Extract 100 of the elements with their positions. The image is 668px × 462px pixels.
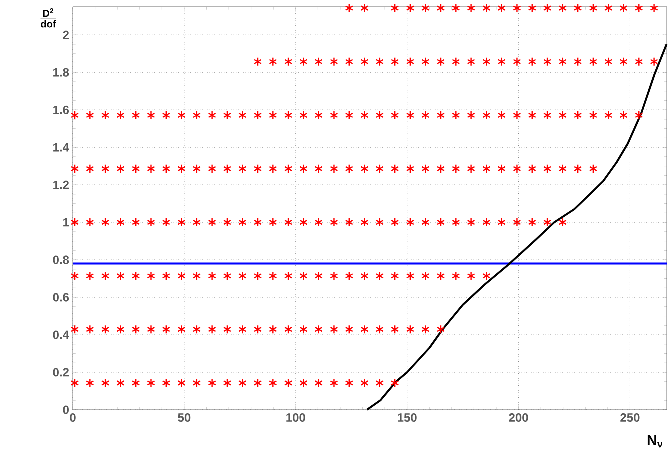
x-axis-title: N$_{ν}$ bbox=[648, 436, 663, 448]
point bbox=[635, 4, 644, 13]
x-tick-label: 100 bbox=[286, 414, 306, 422]
point bbox=[269, 324, 278, 334]
point bbox=[558, 110, 567, 120]
point bbox=[223, 110, 232, 120]
point bbox=[635, 110, 644, 120]
point bbox=[528, 57, 536, 67]
point bbox=[467, 4, 476, 13]
point bbox=[86, 324, 94, 334]
point bbox=[116, 218, 125, 228]
y-tick-label: 2 bbox=[63, 30, 69, 40]
point bbox=[208, 272, 216, 281]
point bbox=[558, 164, 567, 174]
point bbox=[238, 324, 247, 334]
point bbox=[528, 110, 536, 120]
point bbox=[589, 57, 598, 67]
point bbox=[620, 110, 628, 120]
point bbox=[147, 218, 156, 228]
point bbox=[422, 324, 430, 334]
point bbox=[254, 378, 262, 388]
point bbox=[543, 110, 552, 120]
point bbox=[543, 4, 552, 13]
point bbox=[147, 324, 156, 334]
point bbox=[589, 164, 598, 174]
point bbox=[86, 110, 94, 120]
point bbox=[147, 378, 156, 388]
point bbox=[345, 272, 354, 281]
point bbox=[101, 378, 110, 388]
point bbox=[300, 164, 308, 174]
point bbox=[604, 57, 613, 67]
point bbox=[498, 4, 506, 13]
point bbox=[345, 218, 354, 228]
point bbox=[300, 272, 308, 281]
point bbox=[192, 110, 201, 120]
point bbox=[376, 324, 384, 334]
point bbox=[391, 164, 400, 174]
point bbox=[360, 164, 369, 174]
point bbox=[436, 218, 446, 228]
point bbox=[467, 57, 476, 67]
point bbox=[436, 57, 446, 67]
point bbox=[132, 324, 140, 334]
point bbox=[482, 4, 491, 13]
point bbox=[70, 218, 80, 228]
point bbox=[604, 110, 613, 120]
point bbox=[513, 110, 522, 120]
point bbox=[482, 110, 491, 120]
x-tick-label: 250 bbox=[620, 414, 640, 422]
point bbox=[498, 218, 506, 228]
point bbox=[543, 57, 552, 67]
point bbox=[238, 164, 247, 174]
point bbox=[192, 164, 201, 174]
point bbox=[86, 378, 94, 388]
point bbox=[482, 272, 491, 281]
point bbox=[101, 324, 110, 334]
y-tick-label: 0.2 bbox=[53, 368, 69, 377]
point bbox=[314, 57, 323, 67]
point bbox=[498, 164, 506, 174]
point bbox=[467, 164, 476, 174]
point bbox=[360, 324, 369, 334]
point bbox=[574, 4, 582, 13]
point bbox=[147, 164, 156, 174]
point bbox=[162, 272, 170, 281]
point bbox=[436, 110, 446, 120]
point bbox=[70, 272, 80, 281]
point bbox=[223, 164, 232, 174]
point bbox=[635, 57, 644, 67]
point bbox=[406, 164, 415, 174]
point bbox=[467, 272, 476, 281]
point bbox=[345, 110, 354, 120]
x-tick-label: 200 bbox=[509, 414, 528, 422]
point bbox=[192, 218, 201, 228]
point bbox=[513, 57, 522, 67]
point bbox=[208, 324, 216, 334]
point bbox=[360, 272, 369, 281]
point bbox=[330, 324, 338, 334]
point bbox=[406, 324, 415, 334]
point bbox=[101, 110, 110, 120]
point bbox=[650, 4, 658, 13]
point bbox=[376, 57, 384, 67]
point bbox=[269, 272, 278, 281]
point bbox=[436, 164, 446, 174]
point bbox=[208, 110, 216, 120]
point bbox=[513, 164, 522, 174]
point bbox=[208, 378, 216, 388]
y-tick-label: 0 bbox=[63, 406, 69, 414]
point bbox=[360, 110, 369, 120]
point bbox=[558, 218, 567, 228]
point bbox=[376, 272, 384, 281]
point bbox=[238, 272, 247, 281]
point bbox=[528, 164, 536, 174]
point bbox=[132, 164, 140, 174]
point bbox=[223, 324, 232, 334]
point bbox=[452, 110, 460, 120]
point bbox=[391, 324, 400, 334]
point bbox=[254, 218, 262, 228]
point bbox=[162, 164, 170, 174]
point bbox=[86, 218, 94, 228]
point bbox=[498, 110, 506, 120]
point bbox=[620, 4, 628, 13]
